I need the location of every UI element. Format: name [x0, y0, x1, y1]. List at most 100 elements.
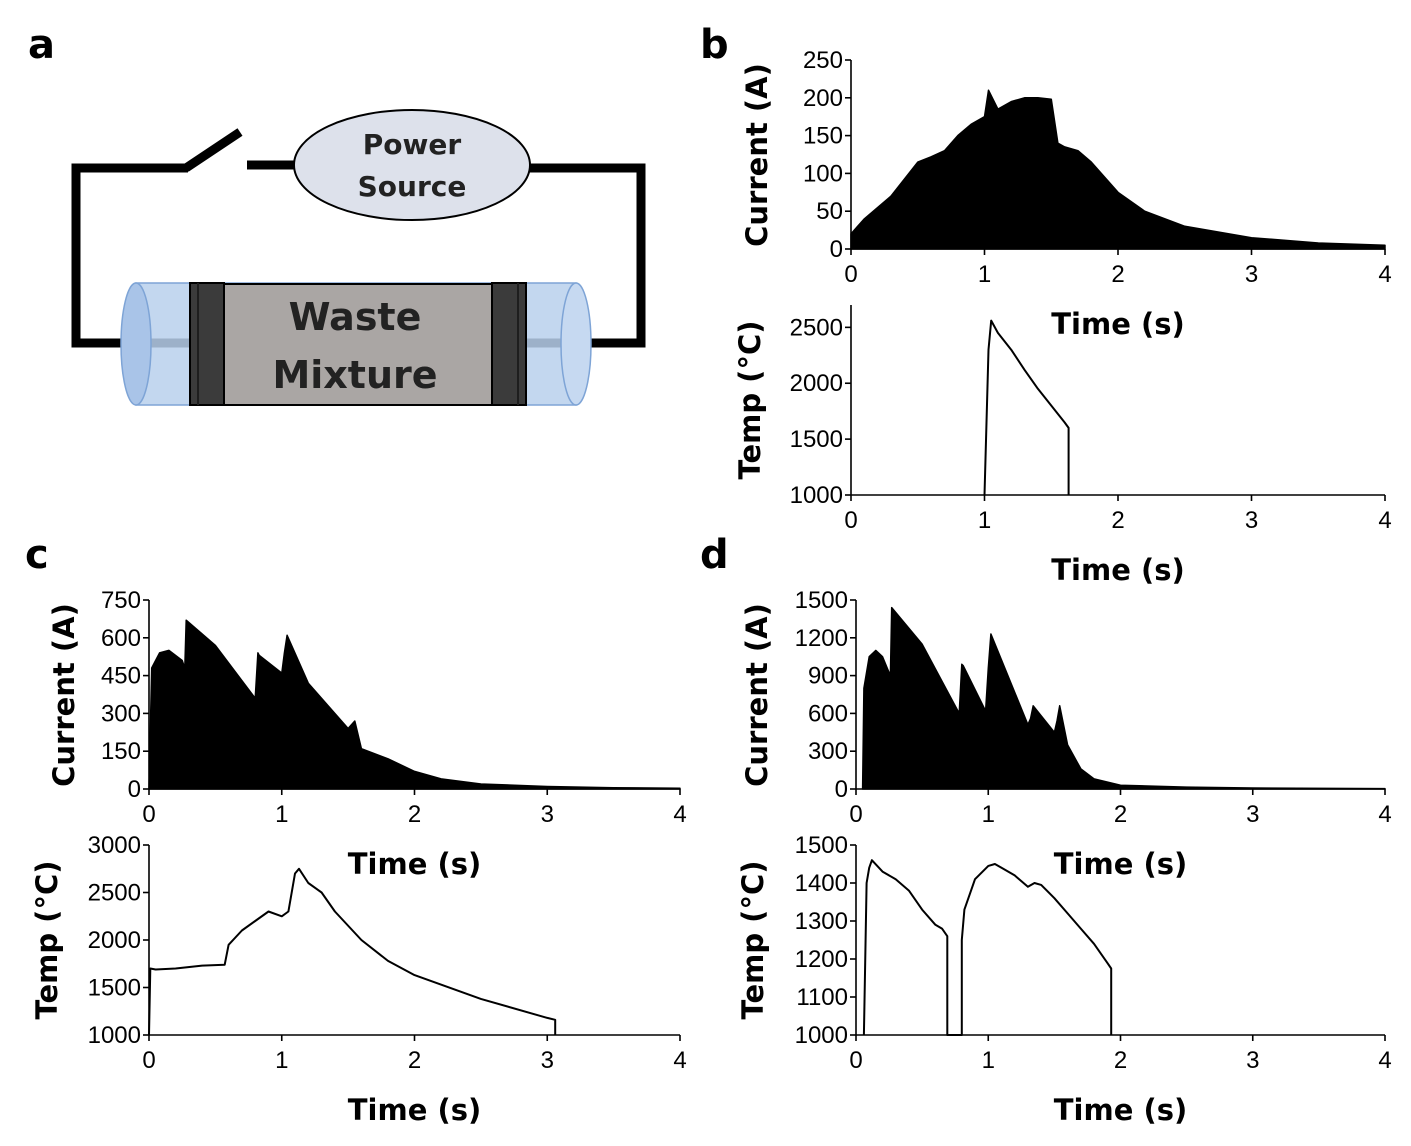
- x-tick-label: 2: [1114, 801, 1127, 828]
- open-switch: [183, 128, 243, 172]
- x-axis-title: Time (s): [1051, 553, 1184, 587]
- x-tick-label: 2: [408, 801, 421, 828]
- y-tick-label: 2500: [88, 880, 141, 907]
- x-tick-label: 1: [982, 801, 995, 828]
- x-tick-label: 3: [1246, 1047, 1259, 1074]
- waste-mixture-line-2: Mixture: [272, 353, 437, 397]
- y-tick-label: 2500: [790, 314, 843, 341]
- y-tick-label: 1000: [790, 482, 843, 509]
- y-tick-label: 300: [101, 700, 141, 727]
- x-axis-title: Time (s): [1051, 307, 1184, 341]
- x-tick-label: 3: [1245, 507, 1258, 534]
- y-tick-label: 150: [101, 738, 141, 765]
- panel-label-b: b: [700, 22, 729, 68]
- chart-b-temp: 0 1 2 3 4 1000 1500 2000 2500 Temp (°C) Time (s): [733, 305, 1392, 587]
- x-axis-title: Time (s): [1054, 847, 1187, 881]
- y-tick-label: 1500: [795, 587, 848, 614]
- y-tick-label: 600: [101, 625, 141, 652]
- current-area-series: [148, 619, 681, 790]
- y-tick-label: 50: [816, 198, 843, 225]
- y-tick-label: 1500: [88, 975, 141, 1002]
- x-tick-label: 3: [1246, 801, 1259, 828]
- x-tick-label: 4: [1378, 507, 1391, 534]
- y-tick-label: 900: [808, 663, 848, 690]
- y-axis-title: Temp (°C): [30, 861, 64, 1020]
- y-tick-label: 0: [835, 776, 848, 803]
- temperature-line-series: [862, 859, 1113, 1036]
- y-tick-label: 1000: [88, 1022, 141, 1049]
- x-tick-label: 2: [1111, 261, 1124, 288]
- y-tick-label: 600: [808, 700, 848, 727]
- x-tick-label: 1: [275, 801, 288, 828]
- y-tick-label: 100: [803, 160, 843, 187]
- y-tick-label: 150: [803, 123, 843, 150]
- y-tick-label: 1200: [795, 946, 848, 973]
- x-tick-label: 1: [978, 507, 991, 534]
- y-tick-label: 750: [101, 587, 141, 614]
- x-tick-label: 4: [673, 1047, 686, 1074]
- y-tick-label: 1100: [796, 984, 848, 1011]
- panel-label-a: a: [28, 22, 55, 68]
- y-tick-label: 1200: [795, 625, 848, 652]
- current-area-series: [850, 89, 1386, 250]
- x-tick-label: 1: [978, 261, 991, 288]
- y-tick-label: 300: [808, 738, 848, 765]
- y-tick-label: 1500: [790, 426, 843, 453]
- x-axis-title: Time (s): [348, 847, 481, 881]
- x-tick-label: 0: [142, 801, 155, 828]
- power-source-line-2: Source: [358, 170, 467, 203]
- y-tick-label: 0: [128, 776, 141, 803]
- chart-c-current: 0 1 2 3 4 0 150 300 450 600 750 Current (A) Time (s): [47, 587, 687, 881]
- y-axis-title: Temp (°C): [733, 321, 767, 480]
- x-tick-label: 4: [1378, 261, 1391, 288]
- y-tick-label: 1400: [795, 870, 848, 897]
- waste-mixture-body: [207, 283, 509, 406]
- x-tick-label: 0: [849, 1047, 862, 1074]
- y-tick-label: 2000: [88, 927, 141, 954]
- chart-b-current: 0 1 2 3 4 0 50 100 150 200 250 Current (A) Time (s): [740, 47, 1392, 341]
- x-tick-label: 3: [1245, 261, 1258, 288]
- waste-mixture-line-1: Waste: [289, 295, 422, 339]
- y-tick-label: 200: [803, 85, 843, 112]
- chart-d-current: 0 1 2 3 4 0 300 600 900 1200 1500 Current (A) Time (…: [740, 587, 1392, 881]
- power-source-ellipse: [293, 109, 531, 221]
- y-tick-label: 0: [830, 236, 843, 263]
- y-axis-title: Current (A): [740, 63, 774, 247]
- electrode-left: [189, 282, 225, 406]
- chart-c-temp: 0 1 2 3 4 1000 1500 2000 2500 3000 Temp (°C) Time (…: [30, 832, 687, 1127]
- tube-end-left: [120, 282, 152, 406]
- temperature-line-series: [148, 867, 557, 1036]
- power-source-line-1: Power: [363, 128, 462, 161]
- x-tick-label: 2: [1111, 507, 1124, 534]
- electrode-right: [491, 282, 527, 406]
- x-axis-title: Time (s): [348, 1093, 481, 1127]
- y-tick-label: 450: [101, 663, 141, 690]
- y-axis-title: Current (A): [740, 603, 774, 787]
- x-tick-label: 0: [142, 1047, 155, 1074]
- x-tick-label: 0: [844, 507, 857, 534]
- y-tick-label: 1300: [795, 908, 848, 935]
- y-tick-label: 1000: [795, 1022, 848, 1049]
- x-tick-label: 1: [275, 1047, 288, 1074]
- panel-label-c: c: [25, 532, 49, 578]
- chart-d-temp: 0 1 2 3 4 1000 1100 1200 1300 1400 1500 Temp (°C) Ti…: [736, 832, 1392, 1127]
- x-tick-label: 2: [1114, 1047, 1127, 1074]
- circuit-diagram: Power Source Waste Mixture: [71, 109, 646, 406]
- y-tick-label: 1500: [795, 832, 848, 859]
- current-area-series: [861, 606, 1386, 790]
- x-axis-title: Time (s): [1054, 1093, 1187, 1127]
- x-tick-label: 0: [849, 801, 862, 828]
- y-axis-title: Current (A): [47, 603, 81, 787]
- x-tick-label: 3: [541, 801, 554, 828]
- x-tick-label: 3: [541, 1047, 554, 1074]
- x-tick-label: 1: [982, 1047, 995, 1074]
- temperature-line-series: [983, 319, 1070, 496]
- y-tick-label: 2000: [790, 370, 843, 397]
- x-tick-label: 4: [673, 801, 686, 828]
- panel-label-d: d: [700, 532, 729, 578]
- tube-end-right: [560, 282, 592, 406]
- x-tick-label: 2: [408, 1047, 421, 1074]
- x-tick-label: 0: [844, 261, 857, 288]
- x-tick-label: 4: [1378, 801, 1391, 828]
